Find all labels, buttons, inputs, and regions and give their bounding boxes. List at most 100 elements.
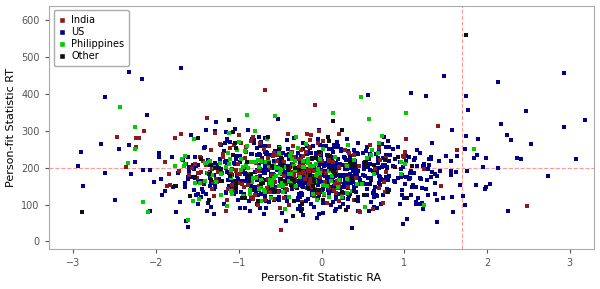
US bbox=[251, 169, 260, 174]
US bbox=[249, 140, 259, 145]
US bbox=[275, 195, 284, 199]
US bbox=[295, 182, 305, 187]
US bbox=[397, 192, 407, 197]
US bbox=[282, 174, 292, 179]
Philippines bbox=[287, 177, 296, 181]
India bbox=[295, 164, 305, 168]
Other bbox=[283, 165, 293, 170]
US bbox=[283, 178, 293, 183]
US bbox=[308, 157, 317, 162]
US bbox=[287, 173, 297, 178]
India bbox=[297, 199, 307, 204]
US bbox=[212, 163, 222, 168]
US bbox=[100, 171, 110, 176]
US bbox=[307, 189, 317, 194]
Other bbox=[328, 118, 338, 123]
India bbox=[287, 170, 297, 174]
US bbox=[362, 187, 372, 192]
US bbox=[287, 162, 297, 167]
India bbox=[195, 155, 205, 160]
US bbox=[271, 165, 280, 170]
US bbox=[355, 176, 364, 181]
Other bbox=[307, 156, 316, 160]
US bbox=[316, 158, 325, 162]
US bbox=[186, 133, 196, 137]
Philippines bbox=[262, 160, 271, 165]
Other bbox=[347, 178, 356, 183]
US bbox=[145, 208, 154, 213]
US bbox=[359, 160, 369, 165]
India bbox=[279, 195, 289, 200]
India bbox=[316, 158, 325, 163]
US bbox=[373, 160, 382, 165]
US bbox=[269, 159, 278, 163]
US bbox=[376, 178, 385, 182]
US bbox=[331, 194, 341, 199]
US bbox=[343, 197, 353, 201]
Philippines bbox=[139, 200, 148, 204]
Other bbox=[265, 160, 274, 165]
India bbox=[244, 182, 253, 187]
Other bbox=[206, 163, 216, 167]
US bbox=[331, 167, 340, 172]
US bbox=[269, 198, 278, 202]
US bbox=[283, 174, 293, 179]
US bbox=[313, 171, 322, 176]
India bbox=[197, 180, 206, 185]
US bbox=[298, 185, 308, 189]
India bbox=[299, 170, 308, 175]
India bbox=[164, 171, 174, 176]
Philippines bbox=[328, 173, 337, 178]
US bbox=[425, 162, 434, 167]
US bbox=[481, 156, 491, 161]
US bbox=[146, 168, 155, 173]
US bbox=[358, 151, 368, 155]
US bbox=[242, 175, 251, 179]
India bbox=[319, 193, 329, 197]
US bbox=[324, 187, 334, 192]
US bbox=[506, 138, 516, 142]
India bbox=[202, 171, 211, 175]
Philippines bbox=[178, 156, 187, 161]
US bbox=[308, 174, 317, 179]
US bbox=[366, 177, 376, 182]
US bbox=[458, 194, 468, 198]
US bbox=[421, 93, 431, 98]
US bbox=[194, 201, 203, 206]
US bbox=[254, 193, 263, 197]
Philippines bbox=[284, 178, 294, 183]
US bbox=[390, 180, 400, 184]
US bbox=[340, 156, 350, 160]
US bbox=[398, 165, 407, 169]
India bbox=[309, 193, 319, 198]
US bbox=[439, 73, 449, 78]
India bbox=[306, 166, 316, 171]
US bbox=[157, 192, 167, 197]
India bbox=[222, 198, 232, 202]
Other bbox=[296, 208, 306, 213]
US bbox=[309, 176, 319, 181]
India bbox=[283, 132, 292, 136]
Other bbox=[231, 180, 241, 185]
Philippines bbox=[278, 184, 287, 189]
US bbox=[424, 157, 433, 161]
India bbox=[237, 181, 247, 186]
US bbox=[263, 168, 273, 173]
Philippines bbox=[328, 110, 337, 115]
US bbox=[332, 191, 341, 195]
US bbox=[406, 169, 416, 173]
US bbox=[337, 174, 347, 178]
US bbox=[297, 164, 307, 169]
India bbox=[217, 171, 227, 175]
Philippines bbox=[236, 167, 245, 172]
India bbox=[198, 159, 208, 164]
India bbox=[165, 183, 175, 188]
US bbox=[361, 149, 371, 153]
India bbox=[374, 186, 384, 190]
US bbox=[251, 186, 260, 191]
US bbox=[345, 179, 355, 184]
India bbox=[241, 144, 251, 149]
Other bbox=[383, 190, 393, 194]
US bbox=[344, 177, 354, 182]
US bbox=[400, 182, 410, 187]
